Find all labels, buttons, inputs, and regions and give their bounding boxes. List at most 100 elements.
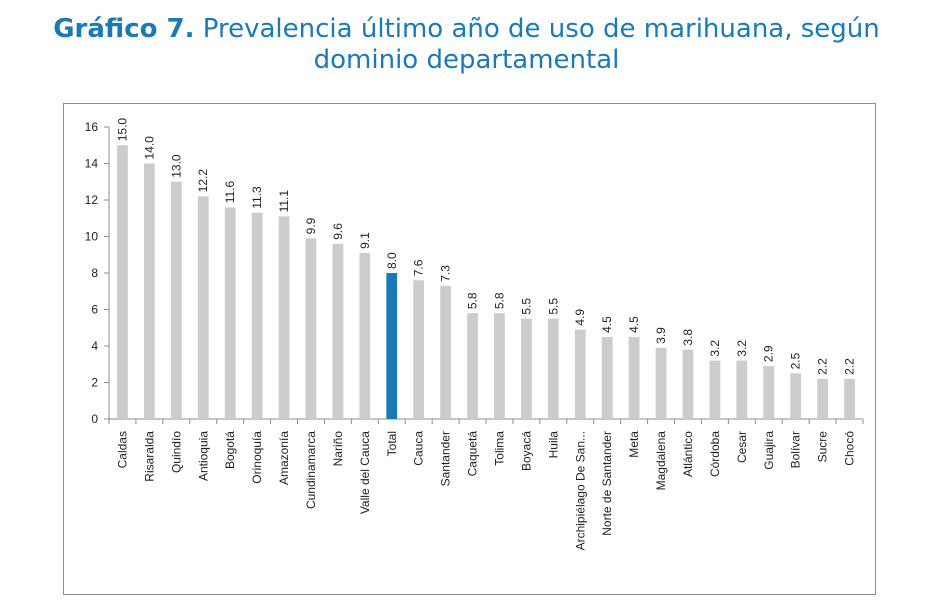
bar: [467, 313, 478, 419]
bar-value-label: 3.9: [654, 327, 668, 344]
chart-title-prefix: Gráfico 7.: [53, 14, 195, 44]
bar-value-label: 2.2: [843, 358, 857, 375]
category-label: Meta: [627, 431, 641, 458]
bar: [413, 280, 425, 419]
y-tick-label: 2: [91, 376, 98, 390]
y-tick-label: 0: [91, 412, 98, 426]
bar-value-label: 9.1: [358, 232, 372, 249]
bar: [817, 378, 828, 419]
bar-value-label: 5.5: [519, 298, 533, 315]
bar-value-label: 7.6: [412, 259, 426, 276]
bar: [628, 336, 640, 419]
category-label: Bogotá: [223, 431, 237, 469]
category-label: Caquetá: [466, 431, 480, 477]
category-label: Archipiélago De San...: [573, 431, 587, 550]
chart-title-line-1: Gráfico 7. Prevalencia último año de uso…: [0, 14, 933, 45]
bar: [494, 313, 505, 419]
category-label: Santander: [439, 431, 453, 486]
y-tick-label: 14: [85, 157, 99, 171]
chart-title: Gráfico 7. Prevalencia último año de uso…: [0, 14, 933, 76]
bar: [736, 360, 748, 419]
category-label: Boyacá: [519, 431, 533, 471]
bar-value-label: 11.6: [223, 181, 237, 204]
y-tick-label: 4: [91, 339, 98, 353]
bar-total: [386, 273, 398, 419]
bar: [251, 212, 263, 419]
chart-title-line-2: dominio departamental: [313, 45, 620, 75]
bar-value-label: 4.5: [600, 316, 614, 333]
y-tick-label: 16: [85, 120, 99, 134]
bar-value-label: 13.0: [169, 154, 183, 178]
bar: [278, 216, 290, 419]
bar: [440, 285, 451, 419]
bar-value-label: 5.8: [466, 292, 480, 309]
bar-value-label: 11.1: [277, 190, 291, 213]
bar: [521, 318, 532, 419]
category-label: Chocó: [843, 431, 857, 466]
bar: [117, 145, 128, 419]
bar-value-label: 8.0: [385, 252, 399, 269]
category-label: Antioquia: [196, 431, 210, 481]
bar-value-label: 2.9: [762, 345, 776, 362]
bar-chart: 0 2 4 6 8 10 12 14 16 15.0 Caldas 14.0 Risaralda 13.0…: [85, 118, 864, 550]
bar: [224, 207, 236, 419]
bar-value-label: 9.6: [331, 223, 345, 240]
bar: [844, 378, 855, 419]
category-label: Tolima: [492, 431, 506, 466]
bar-value-label: 14.0: [142, 136, 156, 160]
y-tick-label: 10: [85, 230, 99, 244]
category-label: Cesar: [735, 431, 749, 463]
category-label: Caldas: [115, 431, 129, 468]
bar-value-label: 2.5: [789, 352, 803, 369]
bar: [601, 336, 613, 419]
category-label: Huila: [546, 431, 560, 459]
bar: [790, 373, 802, 419]
bar-value-label: 12.2: [196, 169, 210, 193]
bar: [547, 318, 559, 419]
category-label: Magdalena: [654, 431, 668, 491]
category-label: Guajira: [762, 431, 776, 470]
bar-value-label: 3.8: [681, 329, 695, 346]
bar-value-label: 15.0: [115, 118, 129, 142]
bar: [763, 366, 775, 419]
category-label: Cauca: [412, 431, 426, 466]
bar: [305, 238, 317, 419]
bar: [332, 243, 344, 419]
bar: [574, 329, 586, 419]
category-label: Risaralda: [142, 431, 156, 482]
bar-value-label: 3.2: [735, 340, 749, 357]
bar: [170, 181, 182, 419]
y-tick-label: 12: [85, 193, 99, 207]
bar: [709, 360, 721, 419]
bar: [655, 347, 667, 419]
bar-value-label: 5.5: [546, 298, 560, 315]
category-label: Cundinamarca: [304, 431, 318, 509]
bar: [197, 196, 209, 419]
category-label: Quindío: [169, 431, 183, 473]
bar-value-label: 3.2: [708, 340, 722, 357]
chart-title-text: Prevalencia último año de uso de marihua…: [194, 14, 880, 44]
chart-frame: 0 2 4 6 8 10 12 14 16 15.0 Caldas 14.0 Risaralda 13.0…: [63, 103, 876, 595]
category-label: Córdoba: [708, 431, 722, 477]
y-tick-label: 8: [91, 266, 98, 280]
bar: [359, 252, 371, 419]
category-label: Norte de Santander: [600, 431, 614, 536]
category-label: Total: [385, 431, 399, 456]
category-label: Orinoquía: [250, 431, 264, 484]
bar-value-label: 2.2: [816, 358, 830, 375]
bar-value-label: 4.5: [627, 316, 641, 333]
bar-value-label: 7.3: [439, 265, 453, 282]
bar-value-label: 9.9: [304, 217, 318, 234]
y-tick-label: 6: [91, 303, 98, 317]
category-label: Bolívar: [789, 431, 803, 468]
category-label: Amazonía: [277, 431, 291, 485]
category-label: Sucre: [816, 431, 830, 463]
category-label: Atlántico: [681, 431, 695, 477]
category-label: Nariño: [331, 431, 345, 467]
bar-value-label: 4.9: [573, 309, 587, 326]
bar-value-label: 11.3: [250, 186, 264, 209]
bar-value-label: 5.8: [492, 292, 506, 309]
bar: [144, 163, 155, 419]
category-label: Valle del Cauca: [358, 431, 372, 514]
bar: [682, 349, 694, 419]
